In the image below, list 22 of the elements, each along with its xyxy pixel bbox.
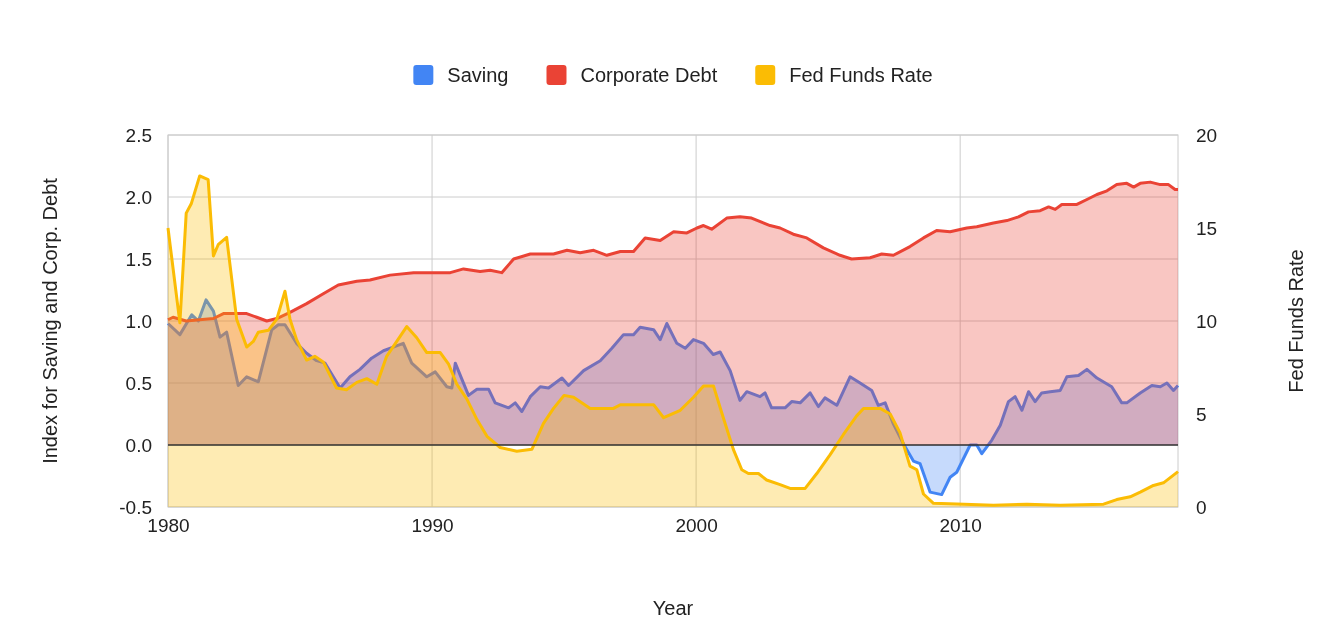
y2-tick-label: 20 <box>1196 124 1218 146</box>
y-tick-label: 2.0 <box>125 186 152 208</box>
y2-tick-label: 10 <box>1196 310 1218 332</box>
legend-label: Saving <box>447 64 509 86</box>
y-tick-label: 0.0 <box>125 434 152 456</box>
x-tick-label: 1980 <box>147 515 190 537</box>
legend-label: Corporate Debt <box>580 64 718 86</box>
y2-tick-label: 5 <box>1196 403 1207 425</box>
x-tick-label: 1990 <box>411 515 454 537</box>
y-axis-title: Index for Saving and Corp. Debt <box>39 177 61 464</box>
y2-axis-title: Fed Funds Rate <box>1285 249 1307 393</box>
y-tick-label: 1.0 <box>125 310 152 332</box>
x-axis-title: Year <box>652 597 694 619</box>
y-tick-label: -0.5 <box>119 496 152 518</box>
x-tick-label: 2000 <box>675 515 718 537</box>
y-tick-label: 0.5 <box>125 372 152 394</box>
x-tick-label: 2010 <box>939 515 982 537</box>
y2-tick-label: 15 <box>1196 217 1218 239</box>
y-tick-label: 1.5 <box>125 248 152 270</box>
y2-tick-label: 0 <box>1196 496 1207 518</box>
legend-label: Fed Funds Rate <box>789 64 933 86</box>
y-tick-label: 2.5 <box>125 124 152 146</box>
